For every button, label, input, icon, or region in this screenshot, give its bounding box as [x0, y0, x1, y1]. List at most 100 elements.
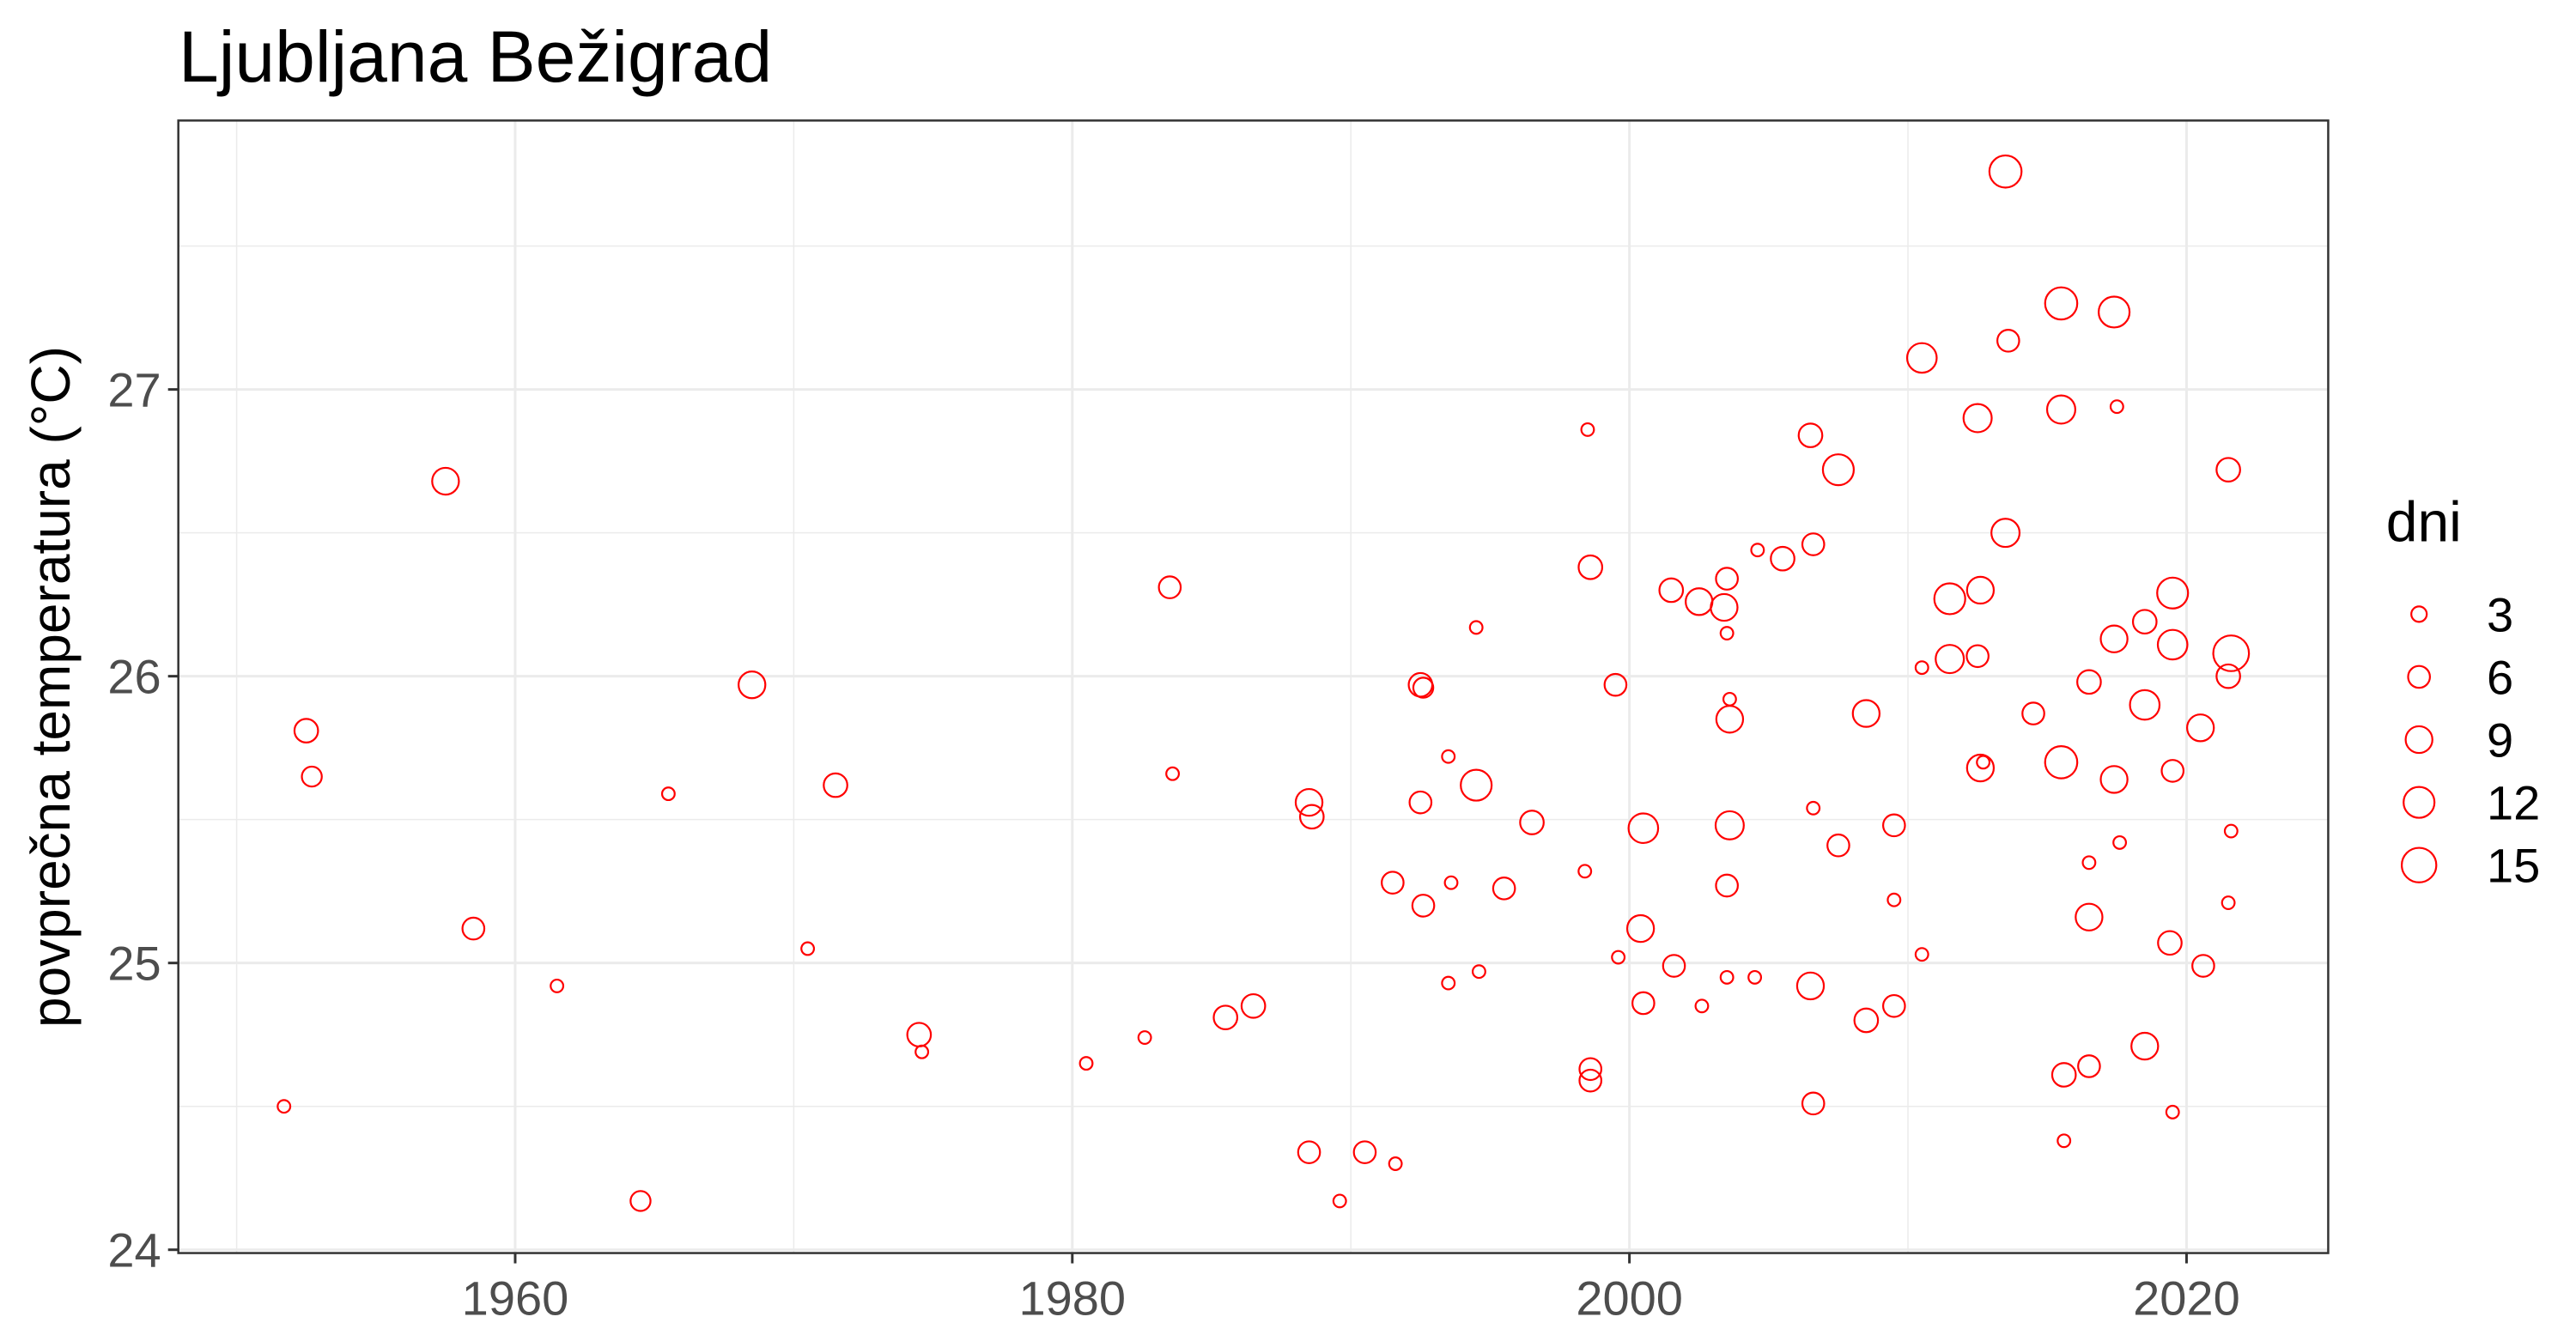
data-point: [2156, 628, 2189, 661]
data-point: [1332, 1193, 1347, 1209]
data-point: [1719, 969, 1735, 985]
data-point: [1965, 644, 1990, 669]
data-point: [2077, 1054, 2101, 1078]
panel-border: [177, 119, 2330, 1254]
major-gridlines: [178, 120, 2329, 1253]
data-point: [738, 670, 767, 700]
data-point: [1352, 1140, 1377, 1164]
data-point: [1714, 810, 1745, 840]
legend-label: 9: [2487, 713, 2513, 768]
x-tick-label: 2000: [1576, 1271, 1683, 1326]
data-point: [1965, 753, 1996, 783]
data-point: [800, 941, 816, 956]
data-point: [293, 718, 319, 743]
data-point: [1962, 403, 1993, 434]
data-point: [1294, 787, 1324, 817]
data-point: [2099, 765, 2129, 794]
y-tick-label: 27: [107, 363, 161, 417]
data-point: [1240, 992, 1267, 1019]
data-point: [1578, 1057, 1603, 1082]
legend-key-circle: [2400, 846, 2438, 883]
data-point: [1914, 947, 1929, 962]
legend-label: 6: [2487, 650, 2513, 704]
y-tick-label: 25: [107, 937, 161, 991]
data-point: [2044, 745, 2079, 780]
data-point: [1935, 644, 1965, 675]
minor-gridlines: [178, 120, 2329, 1253]
data-point: [1165, 766, 1181, 781]
data-point: [2021, 701, 2045, 725]
data-point: [2075, 902, 2104, 931]
data-point: [2157, 930, 2183, 956]
y-tick-label: 26: [107, 650, 161, 704]
data-point: [1719, 626, 1735, 640]
data-point: [1905, 342, 1938, 374]
data-point: [1441, 975, 1456, 991]
data-point: [1715, 873, 1739, 898]
data-point: [2215, 663, 2241, 689]
data-point: [1381, 871, 1405, 895]
data-point: [1298, 804, 1325, 830]
y-axis: 24 25 26 27: [107, 363, 179, 1277]
data-point: [1408, 790, 1433, 815]
legend-key-circle: [2403, 786, 2436, 819]
data-point: [1933, 582, 1966, 616]
data-point: [2130, 1031, 2160, 1061]
data-point: [2212, 634, 2251, 672]
data-point: [1801, 1091, 1826, 1116]
size-legend: dni 3 6 9 12 15: [2386, 490, 2541, 893]
data-point: [1881, 993, 1906, 1018]
data-point: [2221, 895, 2236, 910]
data-point: [1821, 453, 1856, 487]
data-point: [2109, 399, 2124, 415]
legend-label: 15: [2487, 839, 2540, 893]
data-point: [1297, 1140, 1321, 1164]
data-point: [914, 1044, 930, 1059]
data-point: [1468, 620, 1484, 635]
data-point: [461, 916, 486, 941]
data-point: [1577, 554, 1604, 580]
data-point: [1747, 969, 1763, 985]
data-point: [1078, 1056, 1094, 1071]
data-point: [1976, 755, 1991, 770]
data-point: [1694, 998, 1710, 1014]
data-point: [629, 1190, 652, 1212]
data-point: [2156, 576, 2190, 610]
data-point: [1662, 954, 1686, 978]
y-tick-label: 24: [107, 1223, 161, 1277]
data-point: [550, 978, 565, 993]
data-point: [2044, 286, 2079, 321]
data-point: [2112, 834, 2128, 850]
data-point: [1577, 864, 1593, 879]
legend-label: 3: [2487, 587, 2513, 641]
data-point: [1519, 810, 1545, 835]
data-point: [1914, 660, 1929, 676]
data-point: [276, 1099, 292, 1114]
data-point: [1580, 422, 1595, 437]
x-tick-label: 1980: [1019, 1271, 1127, 1326]
data-point: [1611, 950, 1626, 965]
data-point: [1578, 1068, 1603, 1093]
data-point: [2045, 394, 2076, 425]
data-point: [1710, 592, 1739, 622]
data-point: [1388, 1156, 1403, 1171]
data-point: [2076, 669, 2102, 695]
data-point: [1722, 691, 1737, 707]
data-point: [1412, 677, 1435, 699]
data-point: [301, 765, 323, 788]
legend-key-circle: [2410, 605, 2428, 623]
data-point: [1658, 577, 1685, 604]
data-point: [2050, 1062, 2077, 1088]
data-point: [431, 466, 460, 496]
chart-title: Ljubljana Bežigrad: [179, 16, 773, 97]
data-point: [1212, 1004, 1239, 1030]
data-point: [1441, 749, 1456, 764]
legend-title: dni: [2386, 490, 2462, 554]
data-point: [2185, 713, 2215, 743]
data-point: [1750, 543, 1765, 558]
data-point: [2129, 689, 2161, 721]
data-point: [2098, 295, 2131, 329]
data-point: [1853, 1007, 1880, 1034]
data-points: [276, 154, 2251, 1212]
data-point: [660, 786, 676, 802]
